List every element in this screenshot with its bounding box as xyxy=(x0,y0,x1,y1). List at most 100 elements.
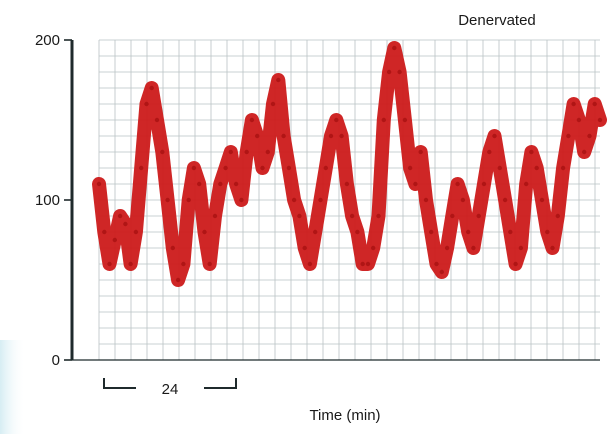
data-point xyxy=(355,229,360,235)
data-point xyxy=(117,213,123,219)
data-point xyxy=(476,213,481,219)
data-point xyxy=(576,117,582,123)
y-tick-label: 0 xyxy=(52,352,60,369)
chart-title: Denervated xyxy=(458,12,536,29)
data-point xyxy=(255,133,260,139)
data-point xyxy=(107,261,112,267)
data-point xyxy=(397,69,402,75)
data-point xyxy=(239,197,244,203)
data-point xyxy=(365,261,371,267)
data-point xyxy=(207,261,212,267)
data-point xyxy=(102,229,107,235)
data-point xyxy=(597,117,603,123)
data-point xyxy=(260,165,265,171)
data-point xyxy=(386,69,392,75)
axes xyxy=(64,39,600,361)
data-point xyxy=(160,149,165,155)
data-point xyxy=(444,245,450,251)
data-point xyxy=(418,149,423,155)
data-point xyxy=(376,213,381,219)
data-point xyxy=(175,277,181,283)
data-point xyxy=(218,181,223,187)
data-point xyxy=(302,245,307,251)
data-point xyxy=(349,213,355,219)
data-point xyxy=(212,213,218,219)
data-point xyxy=(466,229,471,235)
data-point xyxy=(545,229,550,235)
data-point xyxy=(291,197,297,203)
data-point xyxy=(555,213,560,219)
data-point xyxy=(592,101,597,107)
data-point xyxy=(149,85,154,91)
series-trace xyxy=(92,41,607,287)
data-point xyxy=(123,221,128,227)
data-point xyxy=(502,197,508,203)
y-tick-label: 200 xyxy=(35,32,60,49)
data-point xyxy=(439,269,444,275)
data-point xyxy=(112,237,118,243)
data-point xyxy=(318,197,323,203)
data-point xyxy=(524,181,529,187)
data-point xyxy=(423,197,429,203)
data-point xyxy=(276,77,281,83)
data-point xyxy=(413,181,418,187)
data-point xyxy=(460,197,466,203)
data-point xyxy=(471,245,476,251)
data-point xyxy=(371,245,376,251)
data-point xyxy=(202,229,207,235)
data-point xyxy=(328,133,334,139)
y-tick-labels: 0 100 200 xyxy=(35,32,60,369)
data-point xyxy=(497,165,502,171)
data-point xyxy=(133,229,139,235)
data-point xyxy=(323,165,328,171)
time-scale-bar: 24 xyxy=(103,378,237,398)
data-point xyxy=(270,101,276,107)
data-point xyxy=(228,149,233,155)
data-point xyxy=(339,133,344,139)
data-point xyxy=(307,261,313,267)
data-point xyxy=(571,101,576,107)
data-point xyxy=(281,133,286,139)
data-point xyxy=(334,117,339,123)
data-point xyxy=(244,149,249,155)
data-point xyxy=(191,165,197,171)
data-point xyxy=(170,245,175,251)
data-point xyxy=(344,181,350,187)
data-point xyxy=(582,149,587,155)
y-tick-label: 100 xyxy=(35,192,60,209)
data-point xyxy=(313,229,318,235)
data-point xyxy=(529,149,534,155)
series-layer xyxy=(92,41,607,287)
data-point xyxy=(223,165,228,171)
data-point xyxy=(249,117,255,123)
data-point xyxy=(487,149,492,155)
data-point xyxy=(154,117,160,123)
scale-bar-right xyxy=(204,378,237,389)
data-point xyxy=(550,245,555,251)
data-point xyxy=(139,165,144,171)
scale-bar-left xyxy=(103,378,136,389)
data-point xyxy=(560,165,566,171)
corner-shade xyxy=(0,340,26,434)
data-point xyxy=(455,181,460,187)
data-point xyxy=(392,45,397,51)
data-point xyxy=(165,197,170,203)
data-point xyxy=(513,261,518,267)
data-point xyxy=(481,181,487,187)
data-point xyxy=(407,165,413,171)
data-point xyxy=(286,165,292,171)
data-point xyxy=(402,117,408,123)
data-point xyxy=(181,261,186,267)
data-point xyxy=(144,101,149,107)
data-point xyxy=(265,149,270,155)
data-point xyxy=(450,213,455,219)
data-point xyxy=(233,181,239,187)
data-point xyxy=(534,165,539,171)
data-point xyxy=(297,213,302,219)
data-point xyxy=(186,197,191,203)
data-point xyxy=(587,133,592,139)
data-point xyxy=(429,229,434,235)
data-point xyxy=(434,261,439,267)
data-point xyxy=(518,245,524,251)
